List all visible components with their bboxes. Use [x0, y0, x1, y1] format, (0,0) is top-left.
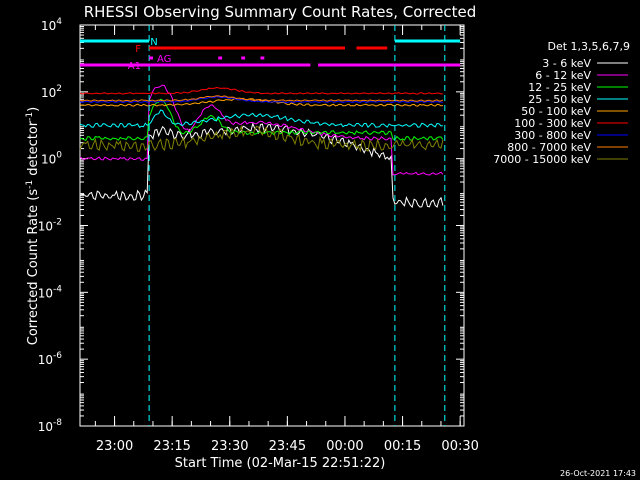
series-line: [79, 109, 443, 129]
series-layer: [79, 25, 446, 426]
flag-label: F: [135, 44, 141, 55]
flag-label: A1: [128, 61, 141, 72]
series-line: [79, 98, 444, 142]
flag-label: AG: [157, 54, 171, 65]
y-tick-label: 100: [41, 151, 62, 167]
y-axis: 104 102 100 10-2 10-4 10-6 10-8: [38, 17, 464, 434]
x-tick-label: 00:00: [326, 439, 363, 454]
y-axis-label: Corrected Count Rate (s-1 detector-1): [25, 107, 41, 345]
y-tick-label: 102: [41, 84, 62, 100]
x-axis: 23:00 23:15 23:30 23:45 00:00 00:15 00:30: [94, 25, 479, 454]
legend-item: 25 - 50 keV: [528, 93, 628, 106]
x-tick-label: 23:45: [269, 439, 306, 454]
legend-label: 300 - 800 keV: [514, 129, 591, 142]
y-tick-label: 10-4: [38, 284, 63, 300]
x-tick-label: 00:15: [384, 439, 421, 454]
series-line: [79, 124, 444, 153]
y-tick-label: 10-6: [38, 351, 63, 367]
x-tick-label: 23:00: [96, 439, 133, 454]
legend-item: 100 - 300 keV: [514, 117, 628, 130]
plot-frame: [79, 24, 465, 427]
series-line: [79, 86, 443, 95]
flags-layer: NF AG A1: [80, 37, 461, 72]
series-line: [79, 95, 444, 102]
x-tick-label: 23:15: [153, 439, 190, 454]
series-line: [79, 122, 444, 209]
chart-title: RHESSI Observing Summary Count Rates, Co…: [84, 3, 477, 21]
legend-item: 12 - 25 keV: [528, 81, 628, 94]
legend-item: 6 - 12 keV: [535, 69, 628, 82]
legend-item: 50 - 100 keV: [521, 105, 628, 118]
x-axis-label: Start Time (02-Mar-15 22:51:22): [175, 456, 386, 471]
flag-label: N: [150, 37, 157, 48]
legend-item: 800 - 7000 keV: [507, 141, 628, 154]
legend-label: 3 - 6 keV: [542, 57, 591, 70]
y-tick-label: 104: [41, 17, 62, 33]
x-tick-label: 23:30: [211, 439, 248, 454]
legend-item: 300 - 800 keV: [514, 129, 628, 142]
footer-timestamp: 26-Oct-2021 17:43: [560, 469, 636, 478]
legend-item: 7000 - 15000 keV: [493, 153, 628, 166]
legend-label: 6 - 12 keV: [535, 69, 591, 82]
series-line: [79, 84, 444, 176]
legend-label: 50 - 100 keV: [521, 105, 591, 118]
x-tick-label: 00:30: [441, 439, 478, 454]
legend-label: 100 - 300 keV: [514, 117, 591, 130]
y-tick-label: 10-2: [38, 218, 62, 234]
y-tick-label: 10-8: [38, 418, 63, 434]
legend-label: 7000 - 15000 keV: [493, 153, 591, 166]
legend-label: 12 - 25 keV: [528, 81, 591, 94]
legend-label: 800 - 7000 keV: [507, 141, 591, 154]
legend-title: Det 1,3,5,6,7,9: [547, 40, 630, 53]
legend-label: 25 - 50 keV: [528, 93, 591, 106]
legend-item: 3 - 6 keV: [542, 57, 628, 70]
series-line: [79, 95, 443, 104]
